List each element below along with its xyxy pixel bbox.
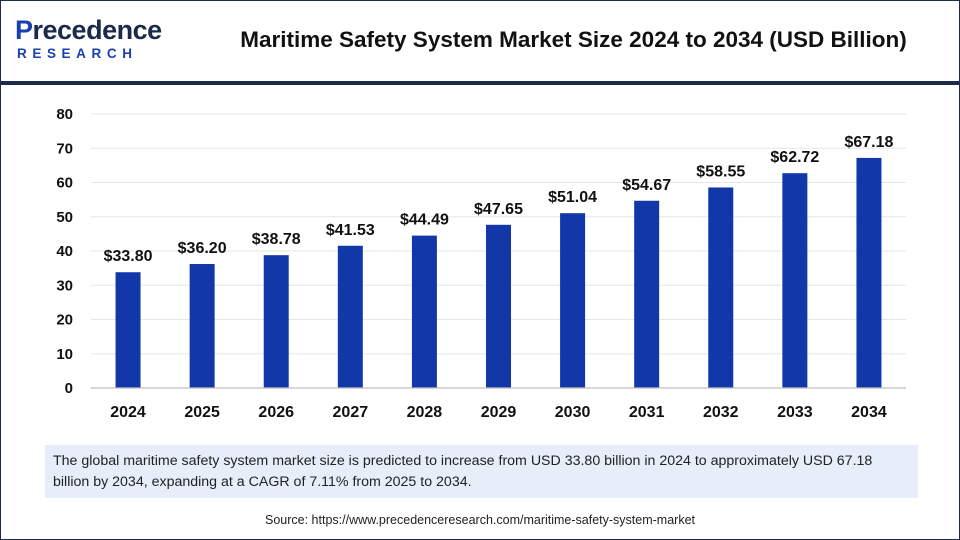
chart-title: Maritime Safety System Market Size 2024 …	[240, 27, 907, 52]
data-label-2033: $62.72	[770, 149, 819, 166]
data-label-2025: $36.20	[178, 240, 227, 257]
y-tick-label-0: 0	[65, 380, 73, 397]
bar-2033	[782, 173, 808, 388]
x-tick-label-2026: 2026	[258, 404, 294, 421]
bar-2031	[634, 200, 660, 388]
y-tick-label-30: 30	[56, 277, 73, 294]
data-label-2029: $47.65	[474, 201, 523, 218]
y-tick-label-40: 40	[56, 243, 73, 260]
x-tick-label-2034: 2034	[851, 404, 887, 421]
x-tick-label-2024: 2024	[110, 404, 146, 421]
logo-subtitle: RESEARCH	[17, 46, 138, 61]
logo-initial: P	[15, 15, 33, 45]
logo-wordmark-rest: recedence	[32, 15, 163, 45]
x-axis-categories: 2024 2025 2026 2027 2028 2029 2030 2031 2032 2033…	[110, 404, 887, 421]
logo-wordmark: Precedence	[15, 15, 162, 45]
data-labels: $33.80 $36.20 $38.78 $41.53 $44.49 $47.65 $51.…	[104, 134, 894, 265]
data-label-2030: $51.04	[548, 189, 597, 206]
y-tick-label-80: 80	[56, 106, 73, 123]
x-tick-label-2025: 2025	[184, 404, 220, 421]
bar-2028	[411, 235, 437, 388]
x-tick-label-2032: 2032	[703, 404, 739, 421]
bar-2030	[560, 213, 586, 388]
header: Precedence RESEARCH Maritime Safety Syst…	[1, 1, 959, 81]
y-tick-label-10: 10	[56, 346, 73, 363]
bar-2029	[486, 224, 511, 388]
grid-lines	[91, 113, 906, 355]
x-tick-label-2030: 2030	[555, 404, 591, 421]
data-label-2026: $38.78	[252, 231, 301, 248]
data-label-2034: $67.18	[844, 134, 893, 151]
precedence-research-logo: Precedence RESEARCH	[15, 15, 165, 67]
source-text: Source: https://www.precedenceresearch.c…	[265, 513, 695, 527]
x-tick-label-2033: 2033	[777, 404, 813, 421]
bar-2025	[189, 264, 215, 388]
bar-2024	[115, 272, 141, 388]
data-label-2032: $58.55	[696, 163, 745, 180]
data-label-2024: $33.80	[104, 248, 153, 265]
bars	[115, 157, 882, 388]
y-tick-label-50: 50	[56, 209, 73, 226]
summary-text: The global maritime safety system market…	[45, 445, 918, 498]
x-tick-label-2027: 2027	[333, 404, 369, 421]
x-tick-label-2028: 2028	[407, 404, 443, 421]
x-tick-label-2029: 2029	[481, 404, 517, 421]
header-divider	[1, 81, 959, 85]
bar-2026	[263, 255, 289, 388]
data-label-2031: $54.67	[622, 177, 671, 194]
data-label-2028: $44.49	[400, 212, 449, 229]
y-tick-label-70: 70	[56, 140, 73, 157]
y-tick-label-20: 20	[56, 312, 73, 329]
bar-2027	[337, 245, 363, 388]
y-tick-label-60: 60	[56, 175, 73, 192]
y-axis-ticks: 0 10 20 30 40 50 60 70 80	[56, 106, 73, 397]
x-tick-label-2031: 2031	[629, 404, 665, 421]
bar-2032	[708, 187, 734, 388]
data-label-2027: $41.53	[326, 222, 375, 239]
bar-2034	[856, 157, 882, 388]
